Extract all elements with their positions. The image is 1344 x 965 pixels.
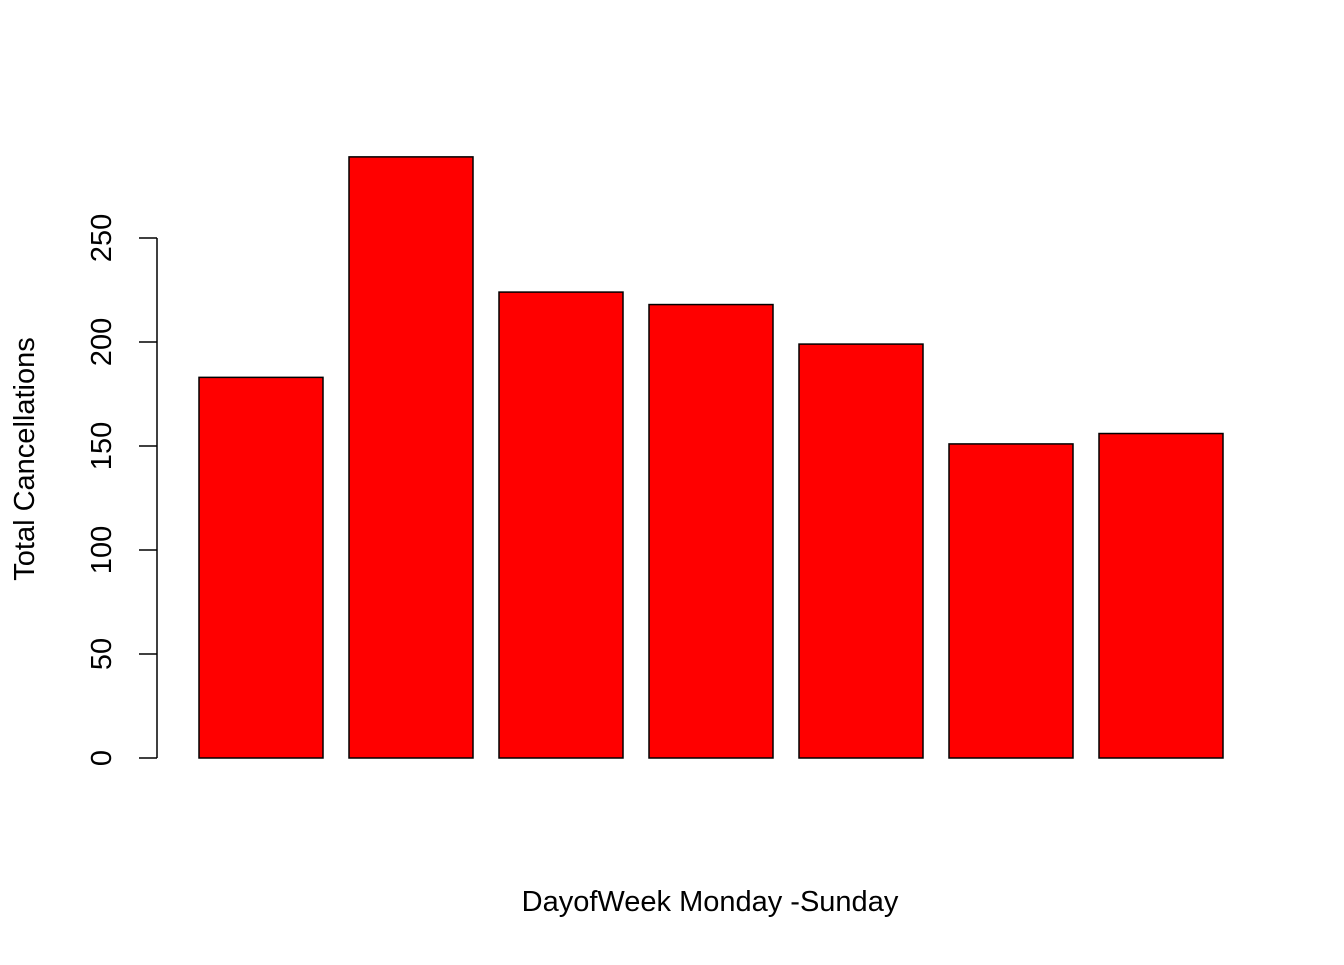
bar-4: [648, 303, 774, 759]
x-axis-title: DayofWeek Monday -Sunday: [522, 886, 899, 918]
bar-5: [798, 343, 924, 759]
bar-3: [498, 291, 624, 759]
bars-layer: [198, 156, 1224, 759]
bar-1: [198, 376, 324, 759]
y-tick-label: 150: [86, 422, 118, 470]
bar-6: [948, 443, 1074, 759]
y-axis-title: Total Cancellations: [9, 337, 41, 580]
y-tick-label: 0: [86, 750, 118, 766]
y-tick-label: 200: [86, 318, 118, 366]
y-tick-label: 250: [86, 214, 118, 262]
y-ticks: 0 50 100 150 200 250: [86, 214, 157, 766]
y-tick-label: 100: [86, 526, 118, 574]
y-axis: 0 50 100 150 200 250: [86, 214, 158, 766]
bar-2: [348, 156, 474, 759]
y-tick-label: 50: [86, 638, 118, 670]
bar-7: [1098, 432, 1224, 759]
